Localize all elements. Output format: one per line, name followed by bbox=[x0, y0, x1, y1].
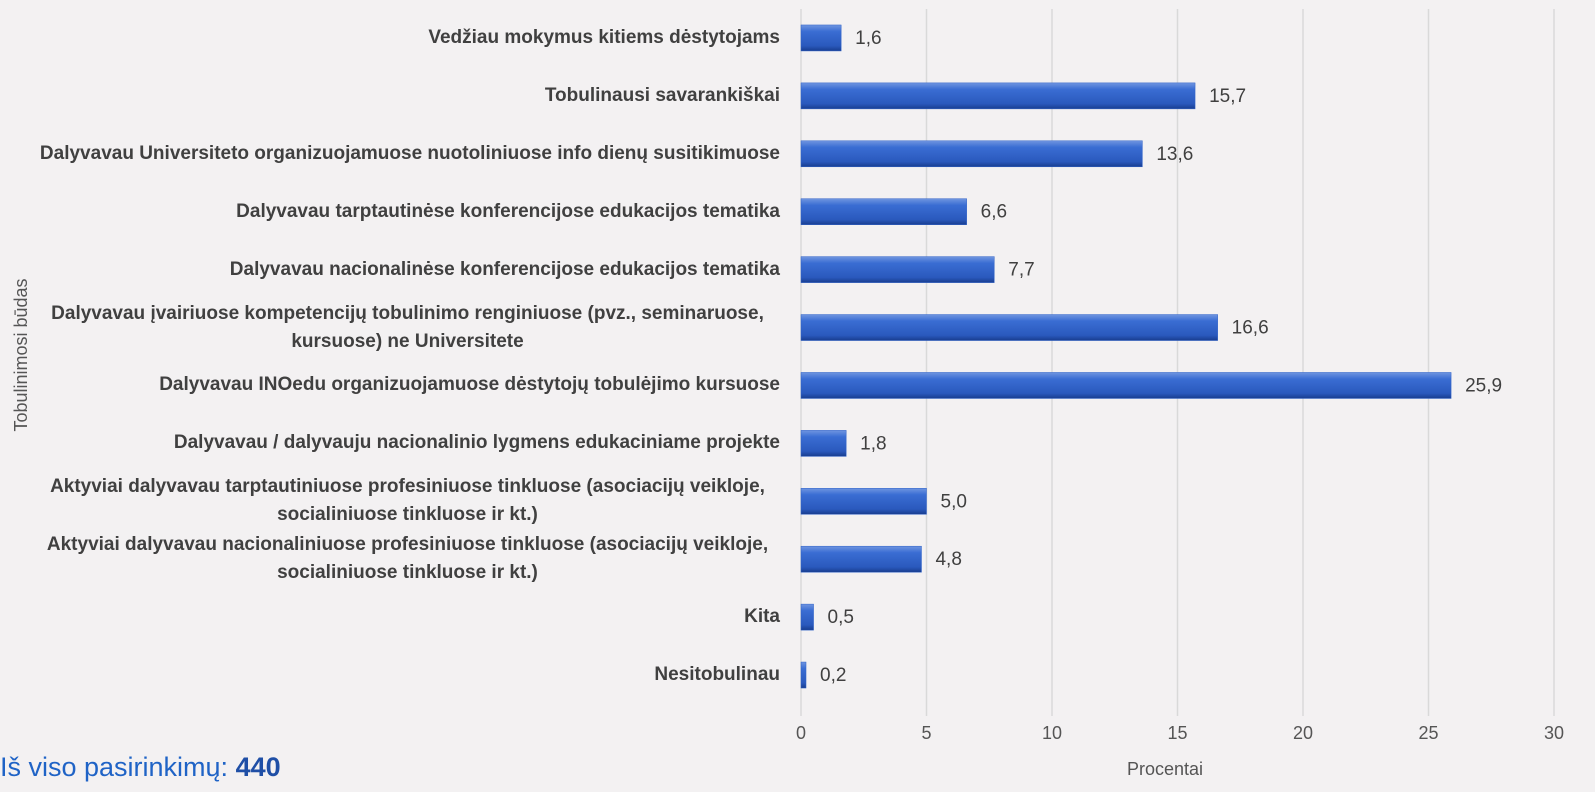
value-label: 1,8 bbox=[860, 433, 886, 454]
category-label: Dalyvavau / dalyvauju nacionalinio lygme… bbox=[173, 432, 780, 454]
bar bbox=[800, 488, 927, 515]
total-label: Iš viso pasirinkimų: bbox=[0, 752, 236, 782]
bar bbox=[800, 24, 842, 52]
bar bbox=[800, 430, 847, 457]
value-label: 16,6 bbox=[1232, 318, 1269, 339]
category-label: Dalyvavau Universiteto organizuojamuose … bbox=[39, 142, 780, 164]
bar bbox=[800, 198, 967, 225]
value-label: 6,6 bbox=[981, 202, 1007, 223]
x-tick-label: 20 bbox=[1293, 723, 1313, 743]
total-value: 440 bbox=[235, 752, 281, 782]
category-label-box: Nesitobulinau bbox=[30, 647, 780, 703]
x-tick-label: 5 bbox=[921, 723, 931, 743]
category-label-box: Vedžiau mokymus kitiems dėstytojams bbox=[30, 10, 780, 66]
category-label-box: Aktyviai dalyvavau nacionaliniuose profe… bbox=[30, 531, 780, 587]
x-tick-label: 10 bbox=[1042, 723, 1062, 743]
value-label: 0,2 bbox=[820, 665, 846, 686]
bars bbox=[800, 24, 1452, 689]
x-axis-label: Procentai bbox=[1127, 759, 1203, 779]
bar bbox=[800, 372, 1452, 399]
category-label: Tobulinausi savarankiškai bbox=[544, 84, 780, 106]
category-label: Dalyvavau tarptautinėse konferencijose e… bbox=[236, 200, 780, 222]
x-tick-label: 0 bbox=[796, 723, 806, 743]
value-label: 7,7 bbox=[1008, 260, 1034, 281]
bar bbox=[800, 661, 807, 689]
category-label-box: Dalyvavau nacionalinėse konferencijose e… bbox=[30, 242, 780, 298]
value-label: 13,6 bbox=[1156, 144, 1193, 165]
value-label: 25,9 bbox=[1465, 375, 1502, 396]
category-label-box: Tobulinausi savarankiškai bbox=[30, 68, 780, 124]
category-label-box: Dalyvavau įvairiuose kompetencijų tobuli… bbox=[30, 300, 780, 356]
category-label: Dalyvavau nacionalinėse konferencijose e… bbox=[229, 258, 780, 280]
x-tick-label: 25 bbox=[1418, 723, 1438, 743]
bar bbox=[800, 314, 1218, 341]
bar bbox=[800, 545, 922, 573]
bar bbox=[800, 140, 1143, 168]
category-label-box: Dalyvavau Universiteto organizuojamuose … bbox=[30, 126, 780, 182]
category-label: Aktyviai dalyvavau nacionaliniuose profe… bbox=[46, 534, 769, 584]
category-label-box: Kita bbox=[30, 589, 780, 645]
x-tick-label: 30 bbox=[1544, 723, 1564, 743]
category-label: Nesitobulinau bbox=[654, 664, 780, 686]
bar bbox=[800, 256, 995, 283]
value-label: 5,0 bbox=[941, 491, 967, 512]
total: Iš viso pasirinkimų: 440 bbox=[0, 752, 281, 783]
value-label: 1,6 bbox=[855, 28, 881, 49]
category-label: Aktyviai dalyvavau tarptautiniuose profe… bbox=[50, 476, 765, 526]
category-label: Dalyvavau INOedu organizuojamuose dėstyt… bbox=[159, 374, 780, 396]
category-label-box: Dalyvavau tarptautinėse konferencijose e… bbox=[30, 184, 780, 240]
value-label: 15,7 bbox=[1209, 86, 1246, 107]
bar bbox=[800, 603, 814, 631]
category-label: Kita bbox=[744, 606, 780, 628]
grid bbox=[800, 9, 1555, 716]
x-tick-label: 15 bbox=[1167, 723, 1187, 743]
category-label-box: Dalyvavau / dalyvauju nacionalinio lygme… bbox=[30, 415, 780, 471]
category-label: Dalyvavau įvairiuose kompetencijų tobuli… bbox=[51, 302, 764, 352]
category-label: Vedžiau mokymus kitiems dėstytojams bbox=[428, 26, 780, 48]
value-label: 0,5 bbox=[828, 607, 854, 628]
category-label-box: Dalyvavau INOedu organizuojamuose dėstyt… bbox=[30, 357, 780, 413]
category-label-box: Aktyviai dalyvavau tarptautiniuose profe… bbox=[30, 473, 780, 529]
value-label: 4,8 bbox=[935, 549, 961, 570]
y-axis-label: Tobulinimosi būdas bbox=[11, 278, 31, 431]
bar bbox=[800, 82, 1196, 110]
